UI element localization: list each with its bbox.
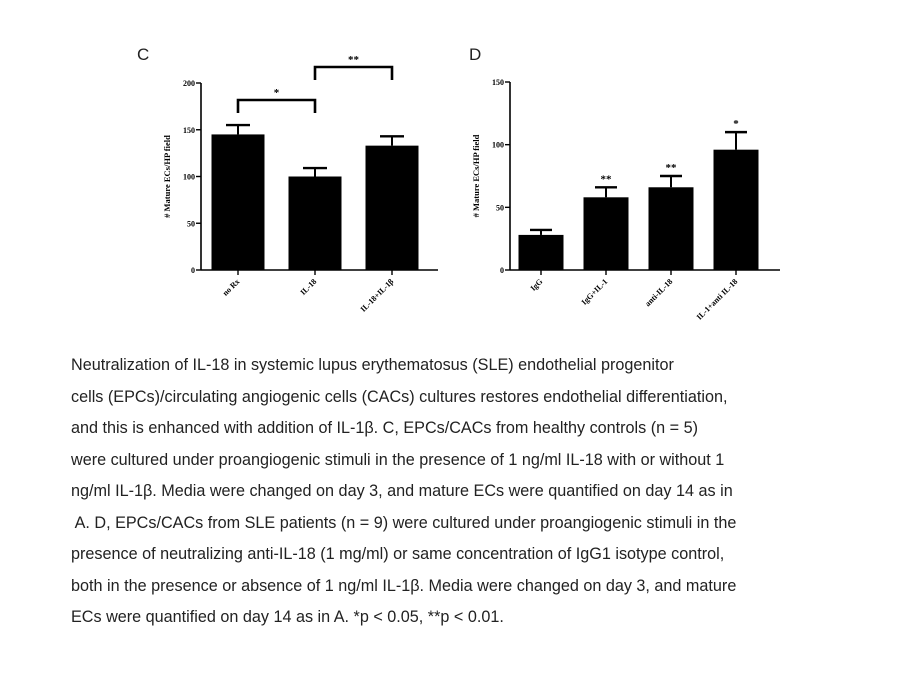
x-tick-label: anti-IL-18 <box>643 277 674 308</box>
y-axis-label: # Mature ECs/HP field <box>471 134 481 217</box>
caption-line: presence of neutralizing anti-IL-18 (1 m… <box>71 545 725 563</box>
significance-label: * <box>274 87 280 99</box>
y-tick-label: 100 <box>492 141 504 150</box>
caption-line: cells (EPCs)/circulating angiogenic cell… <box>71 387 728 406</box>
x-tick-label: IgG+IL-1 <box>580 277 610 307</box>
bar <box>365 145 419 270</box>
figure-caption: Neutralization of IL-18 in systemic lupu… <box>71 350 871 634</box>
significance-label: ** <box>666 162 678 174</box>
bar <box>713 149 759 270</box>
x-tick-label: IgG <box>529 277 545 293</box>
caption-line: and this is enhanced with addition of IL… <box>71 419 698 437</box>
y-tick-label: 0 <box>500 266 504 275</box>
y-tick-label: 50 <box>496 203 504 212</box>
y-tick-label: 200 <box>183 79 195 88</box>
significance-label: ** <box>601 173 613 185</box>
panel-letter-d: D <box>469 45 481 64</box>
y-tick-label: 150 <box>492 78 504 87</box>
bar <box>288 176 342 270</box>
significance-label: ** <box>348 54 360 66</box>
panel-letter-c: C <box>137 45 149 64</box>
significance-label: * <box>733 118 739 130</box>
y-tick-label: 0 <box>191 266 195 275</box>
bar <box>648 187 694 270</box>
bar <box>583 197 629 270</box>
caption-line: ECs were quantified on day 14 as in A. *… <box>71 608 504 626</box>
significance-bracket <box>236 98 317 113</box>
chart-panel-d: 0 50 100 150 # Mature ECs/HP field IgG IgG+IL-… <box>471 78 780 322</box>
bar <box>211 134 265 270</box>
y-axis-label: # Mature ECs/HP field <box>162 135 172 218</box>
significance-bracket <box>313 65 394 80</box>
caption-line: Neutralization of IL-18 in systemic lupu… <box>71 356 674 374</box>
caption-line: both in the presence or absence of 1 ng/… <box>71 576 737 595</box>
y-tick-label: 100 <box>183 173 195 182</box>
bar <box>518 234 564 270</box>
x-tick-label: IL-1+anti IL-18 <box>695 277 740 322</box>
caption-line: were cultured under proangiogenic stimul… <box>71 450 725 469</box>
chart-panel-c: 0 50 100 150 200 # Mature ECs/HP field no Rx IL… <box>162 54 438 314</box>
x-tick-label: IL-18 <box>299 277 319 297</box>
y-tick-label: 50 <box>187 219 195 228</box>
figure: C D 0 50 100 150 200 # Mature ECs/HP field no … <box>137 45 780 322</box>
caption-line: ng/ml IL-1β. Media were changed on day 3… <box>71 482 733 500</box>
caption-line: A. D, EPCs/CACs from SLE patients (n = 9… <box>71 513 737 532</box>
x-tick-label: IL-18+IL-1β <box>359 277 396 314</box>
x-tick-label: no Rx <box>221 277 242 298</box>
y-tick-label: 150 <box>183 126 195 135</box>
